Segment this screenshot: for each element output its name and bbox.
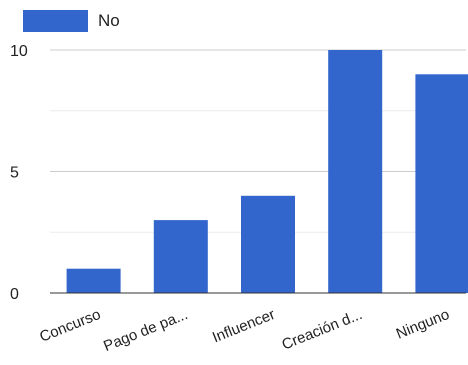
bars: [66, 50, 468, 293]
bar-2: [241, 195, 295, 293]
y-tick-label: 0: [10, 286, 19, 303]
x-tick-label: Pago de pa...: [101, 306, 190, 355]
x-tick-label: Ninguno: [394, 306, 452, 343]
x-tick-label: Concurso: [37, 306, 103, 346]
bar-4: [415, 74, 468, 293]
legend-swatch: [23, 10, 88, 32]
bar-0: [66, 268, 121, 293]
y-tick-label: 10: [10, 43, 28, 60]
y-tick-label: 5: [10, 165, 19, 182]
bar-1: [153, 220, 208, 293]
legend: No: [23, 10, 120, 32]
y-axis-ticks: 0 5 10: [10, 43, 28, 303]
x-tick-label: Creación d...: [279, 306, 364, 354]
x-tick-label: Influencer: [210, 306, 277, 346]
bar-3: [328, 50, 383, 293]
legend-label: No: [98, 11, 120, 30]
